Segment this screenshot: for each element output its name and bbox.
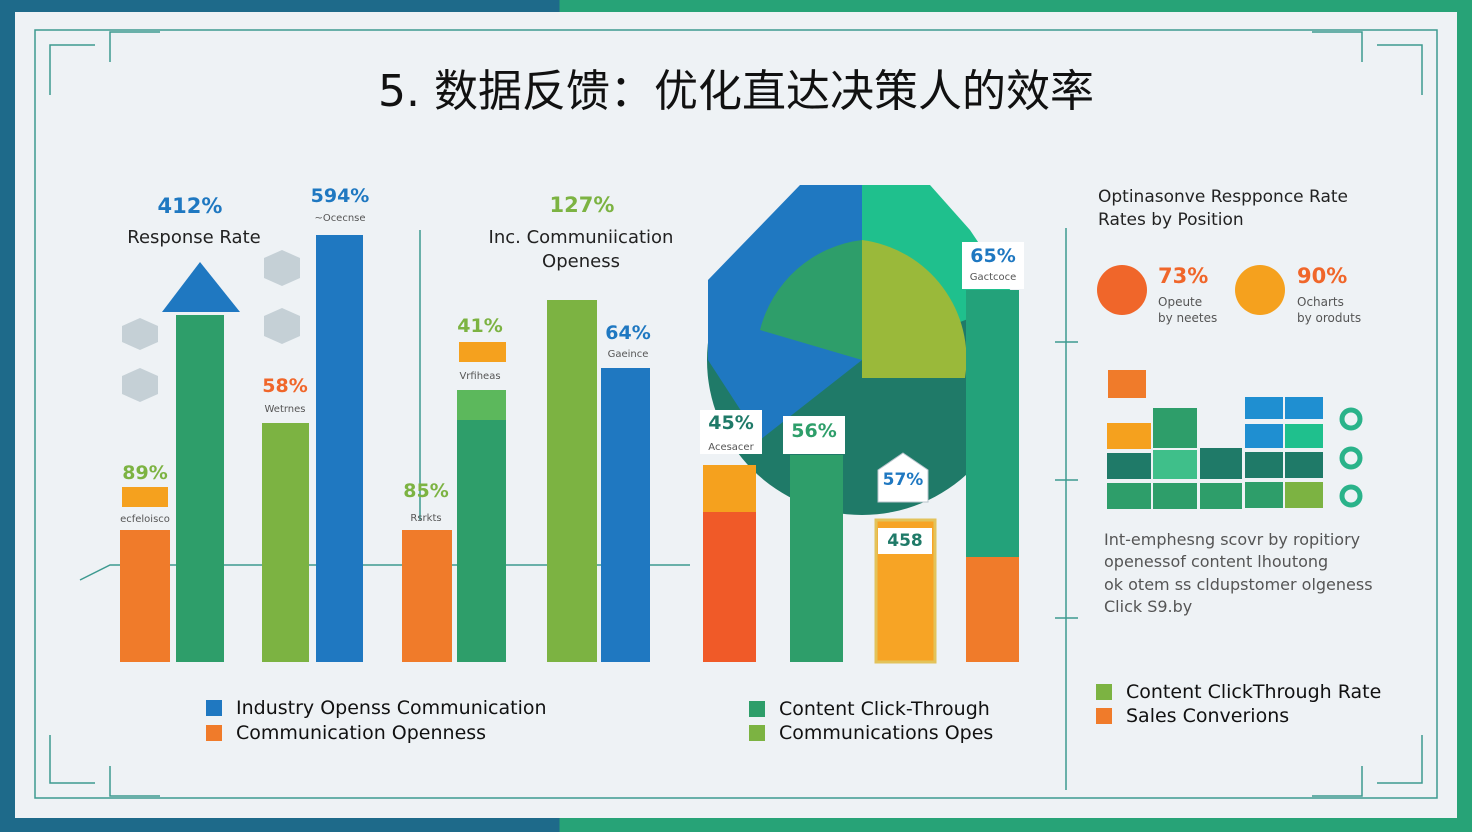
stat-caption: Opeute <box>1158 295 1203 309</box>
caption: Inc. Communiication Openess <box>488 227 674 272</box>
caption: Rsrkts <box>410 513 442 524</box>
paragraph-line: openessof content lhoutong <box>1104 552 1329 571</box>
value-label: 412% <box>157 194 223 218</box>
legend-item: Communications Opes <box>749 722 993 744</box>
caption: Gaeince <box>607 349 649 360</box>
caption: Acesacer <box>708 442 754 453</box>
value-label: 594% <box>310 185 370 207</box>
side-title: Optinasonve Respponce Rate <box>1098 187 1349 207</box>
value-label: 58% <box>262 375 308 397</box>
stat-caption: by oroduts <box>1297 311 1362 325</box>
caption: Gactcoce <box>969 272 1017 283</box>
value-label: 85% <box>403 480 449 502</box>
side-icons <box>1097 265 1363 509</box>
caption: Wetrnes <box>264 404 306 415</box>
value-label: 458 <box>878 528 932 554</box>
legend-item: Industry Openss Communication <box>206 697 547 719</box>
frame <box>34 29 1438 799</box>
paragraph-line: ok otem ss cldupstomer olgeness <box>1104 575 1373 594</box>
caption: ecfeloisco <box>120 514 170 525</box>
legend-label: Communications Opes <box>779 722 994 744</box>
legend-label: Content ClickThrough Rate <box>1126 681 1382 703</box>
stat-caption: Ocharts <box>1297 295 1344 309</box>
caption: Vrfiheas <box>459 371 501 382</box>
legend-item: Sales Converions <box>1096 705 1289 727</box>
legend-label: Communication Openness <box>236 722 487 744</box>
paragraph-line: Click S9.by <box>1104 597 1193 616</box>
stat-value: 73% <box>1158 264 1209 288</box>
value-label: 89% <box>122 462 168 484</box>
value-label: 41% <box>457 315 503 337</box>
caption: ~Ocecnse <box>314 213 366 224</box>
value-label: 65% <box>962 242 1024 289</box>
legend-item: Content Click-Through <box>749 698 990 720</box>
value-label: 56% <box>783 416 845 454</box>
title: 5. 数据反馈：优化直达决策人的效率 <box>378 66 1094 117</box>
value-label: 45% <box>700 410 762 454</box>
left-bars <box>120 235 363 662</box>
middle-bars <box>402 300 650 662</box>
legend-label: Sales Converions <box>1126 705 1290 727</box>
value-label: 127% <box>549 193 615 217</box>
side-title: Rates by Position <box>1098 210 1244 230</box>
legend-item: Content ClickThrough Rate <box>1096 681 1381 703</box>
caption: Response Rate <box>127 227 261 248</box>
legend-item: Communication Openness <box>206 722 486 744</box>
legend-label: Content Click-Through <box>779 698 990 720</box>
paragraph-line: Int-emphesng scovr by ropitiory <box>1104 530 1361 549</box>
stat-caption: by neetes <box>1158 311 1218 325</box>
value-label: 64% <box>605 322 651 344</box>
stat-value: 90% <box>1297 264 1348 288</box>
value-label: 57% <box>882 470 924 490</box>
legend-label: Industry Openss Communication <box>236 697 547 719</box>
